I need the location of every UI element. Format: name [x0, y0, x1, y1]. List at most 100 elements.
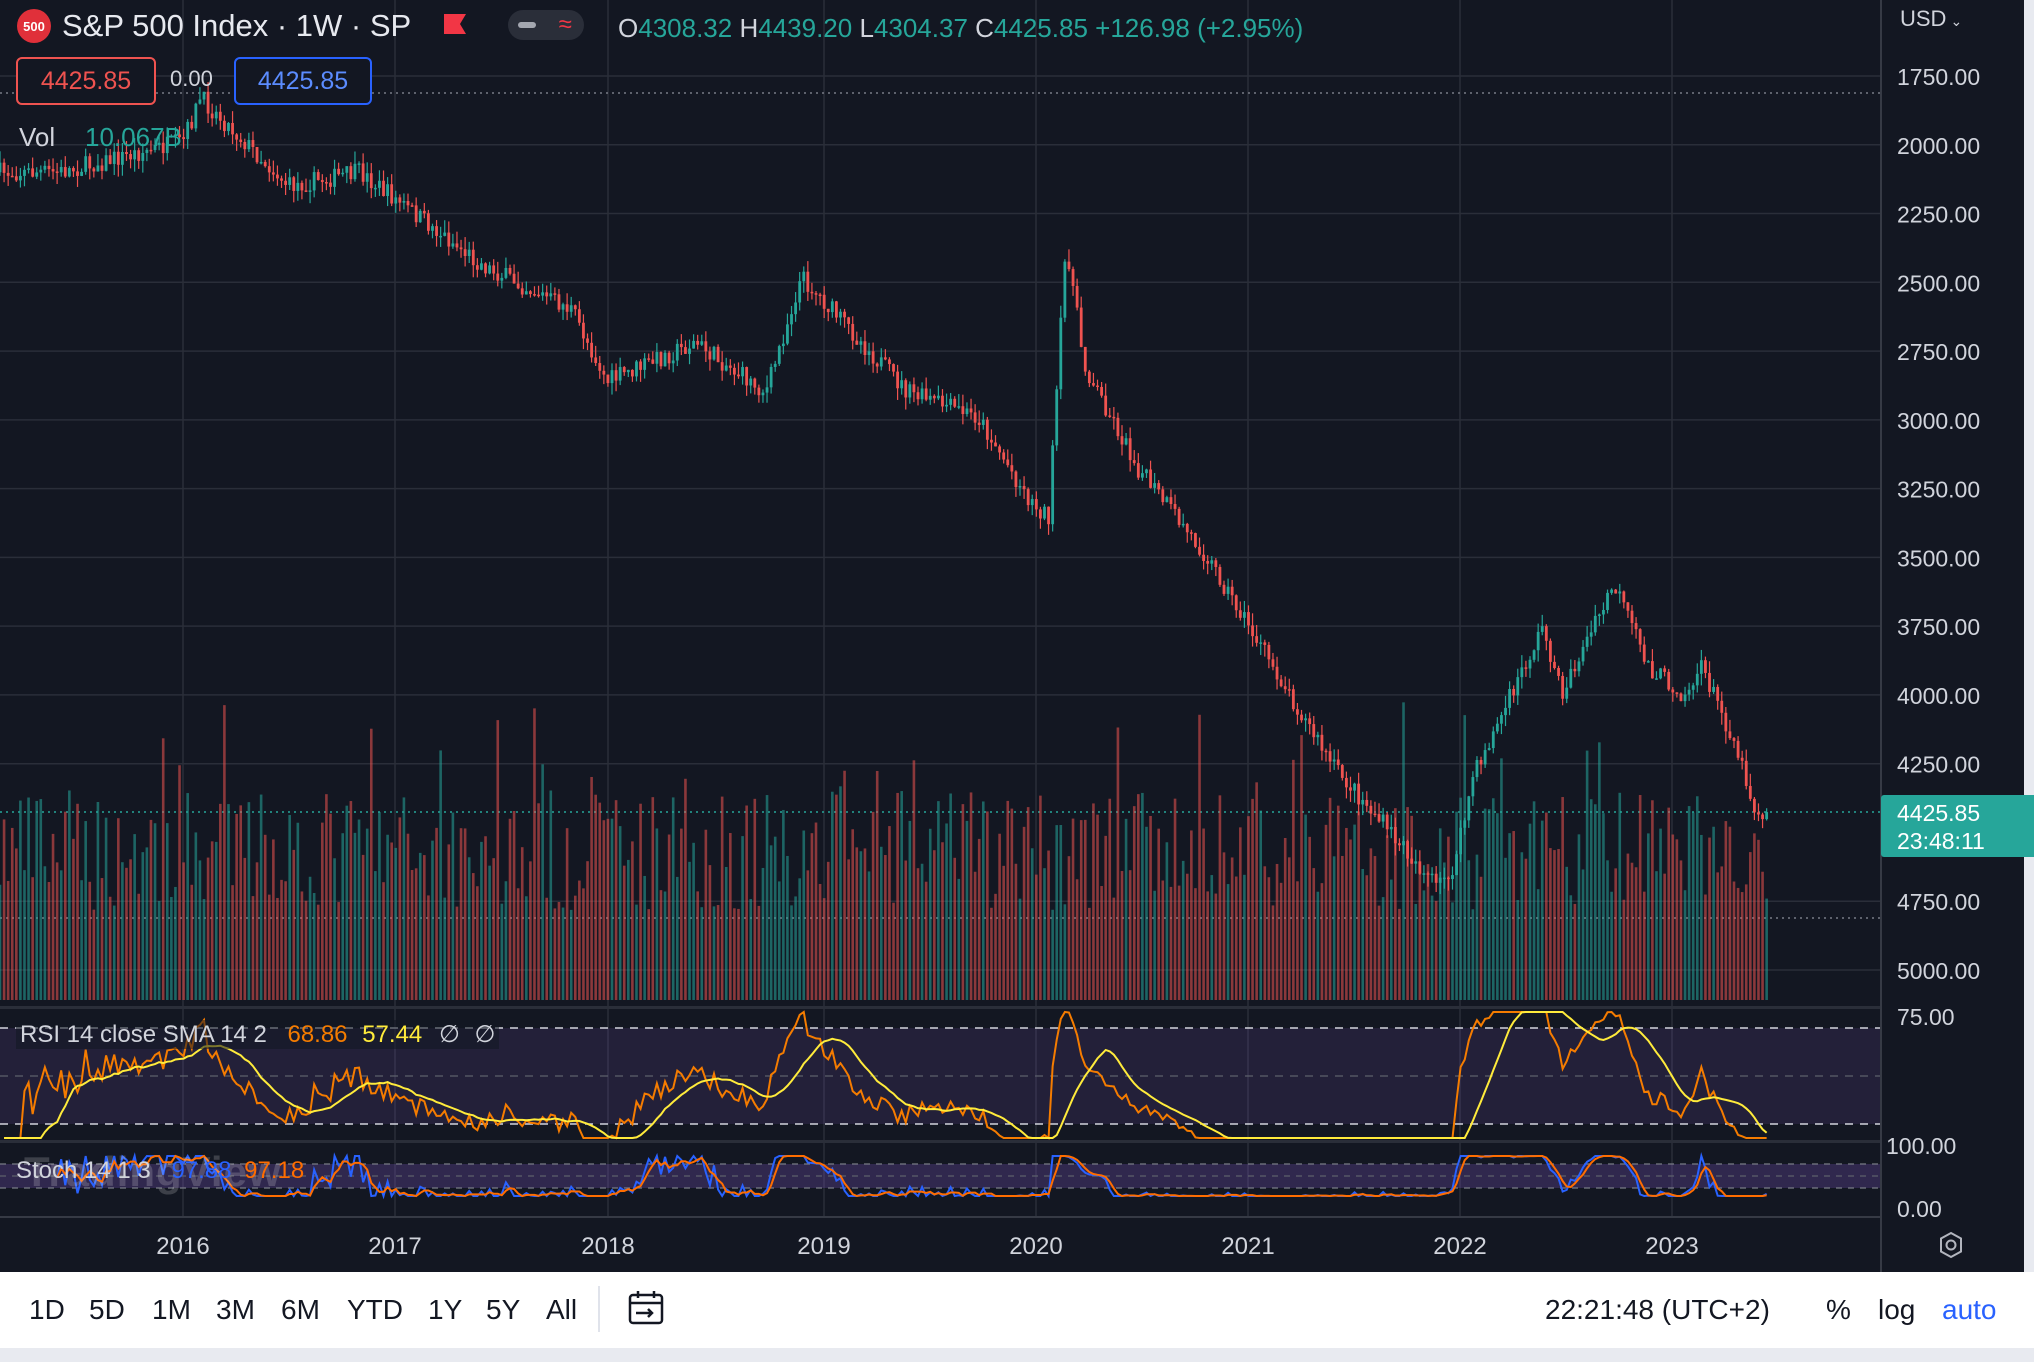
candle-body: [1202, 554, 1205, 562]
range-button-1d[interactable]: 1D: [29, 1294, 65, 1325]
volume-bar: [981, 801, 985, 1000]
volume-bar: [312, 893, 316, 1000]
volume-label[interactable]: Vol: [19, 122, 56, 152]
volume-bar: [737, 908, 740, 1000]
candle-body: [1761, 814, 1764, 820]
volume-bar: [1732, 881, 1736, 1000]
candle-body: [10, 175, 14, 178]
separator-time-axis: [0, 1216, 1880, 1218]
goto-date-icon[interactable]: [624, 1286, 668, 1330]
auto-toggle[interactable]: auto: [1942, 1294, 1997, 1325]
candle-body: [1724, 712, 1728, 732]
volume-bar: [129, 859, 132, 1000]
range-button-1y[interactable]: 1Y: [428, 1294, 463, 1325]
volume-bar: [578, 880, 581, 1000]
settings-icon[interactable]: [1936, 1230, 1966, 1260]
log-toggle[interactable]: log: [1878, 1294, 1916, 1325]
range-button-3m[interactable]: 3M: [216, 1294, 255, 1325]
candle-body: [949, 398, 953, 405]
flag-icon[interactable]: [444, 14, 466, 34]
price-axis[interactable]: 1750.00 2000.00 2250.00 2500.00 2750.00 3000.…: [1886, 64, 1980, 1222]
candle-body: [1565, 687, 1569, 699]
volume-bar: [1345, 827, 1348, 1000]
volume-bar: [174, 886, 177, 1000]
candle-body: [1757, 812, 1760, 815]
timezone-clock[interactable]: 22:21:48 (UTC+2): [1545, 1294, 1770, 1325]
symbol-title[interactable]: S&P 500 Index · 1W · SP: [62, 8, 412, 43]
candle-body: [390, 184, 394, 204]
candle-body: [484, 263, 487, 274]
candle-body: [1141, 473, 1144, 478]
volume-bar: [300, 891, 304, 1000]
volume-bar: [488, 865, 491, 1000]
candle-body: [467, 249, 471, 257]
volume-bar: [1222, 852, 1226, 1000]
range-button-ytd[interactable]: YTD: [347, 1294, 403, 1325]
stoch-legend[interactable]: Stoch 14 1 3 97.88 97.18: [16, 1157, 304, 1185]
volume-bar: [1336, 805, 1340, 1000]
volume-bar: [1169, 886, 1173, 1000]
candle-body: [190, 121, 194, 129]
compare-button[interactable]: ≈: [546, 10, 584, 40]
candle-body: [614, 370, 618, 381]
rsi-sma-line: [4, 1011, 1768, 1139]
volume-bar: [96, 801, 100, 1000]
volume-bar: [1622, 899, 1626, 1000]
change-value: +126.98 (+2.95%): [1095, 13, 1304, 43]
volume-bar: [39, 799, 43, 1000]
volume-bar: [937, 801, 940, 1000]
range-button-6m[interactable]: 6M: [281, 1294, 320, 1325]
candle-body: [790, 314, 793, 325]
volume-bar: [765, 795, 769, 1000]
collapse-button[interactable]: [508, 10, 546, 40]
candle-body: [1034, 499, 1038, 510]
stoch-tick-label: 0.00: [1897, 1196, 1942, 1222]
candle-body: [63, 167, 67, 177]
candle-body: [1116, 417, 1120, 437]
volume-bar: [1173, 798, 1177, 1000]
volume-bar: [684, 778, 687, 1000]
percent-toggle[interactable]: %: [1826, 1294, 1851, 1325]
range-button-1m[interactable]: 1M: [152, 1294, 191, 1325]
volume-bar: [1198, 714, 1201, 1000]
volume-bar: [137, 893, 141, 1000]
symbol-logo: 500: [17, 9, 51, 43]
volume-bar: [655, 828, 659, 1000]
candle-body: [1442, 877, 1446, 880]
range-button-5y[interactable]: 5Y: [486, 1294, 521, 1325]
candle-body: [594, 357, 598, 364]
buy-button[interactable]: 4425.85: [234, 57, 372, 105]
candle-body: [1638, 629, 1642, 645]
currency-selector[interactable]: USD ⌄: [1900, 6, 1962, 32]
candle-body: [1214, 560, 1218, 567]
candle-body: [361, 163, 365, 182]
time-axis[interactable]: 2016 2017 2018 2019 2020 2021 2022 2023: [156, 1233, 1698, 1260]
volume-bar: [851, 829, 855, 1000]
volume-bar: [900, 791, 903, 1000]
header-toggle-group: ≈: [508, 10, 584, 40]
volume-bar: [182, 862, 185, 1000]
candle-body: [908, 384, 912, 398]
range-button-all[interactable]: All: [546, 1294, 578, 1325]
candle-body: [1414, 861, 1418, 864]
range-button-5d[interactable]: 5D: [89, 1294, 125, 1325]
rsi-legend[interactable]: RSI 14 close SMA 14 2 68.86 57.44 ∅ ∅: [16, 1020, 500, 1049]
candle-body: [1377, 814, 1381, 822]
volume-bar: [994, 893, 997, 1000]
sell-button[interactable]: 4425.85: [16, 57, 156, 105]
candle-body: [663, 352, 667, 367]
candle-body: [116, 151, 120, 165]
volume-bar: [1051, 909, 1054, 1000]
volume-bar: [1426, 864, 1430, 1000]
candle-body: [1247, 612, 1250, 626]
candle-body: [1349, 787, 1352, 791]
volume-bar: [374, 871, 377, 1000]
chart-canvas[interactable]: 1750.00 2000.00 2250.00 2500.00 2750.00 3000.…: [0, 0, 2034, 1272]
candle-body: [537, 294, 540, 297]
candle-body: [1251, 625, 1254, 637]
volume-bar: [1728, 826, 1732, 1000]
candle-body: [414, 205, 418, 223]
volume-bar: [1271, 905, 1275, 1000]
volume-bar: [386, 834, 389, 1000]
grid-lines: [0, 0, 1880, 1216]
